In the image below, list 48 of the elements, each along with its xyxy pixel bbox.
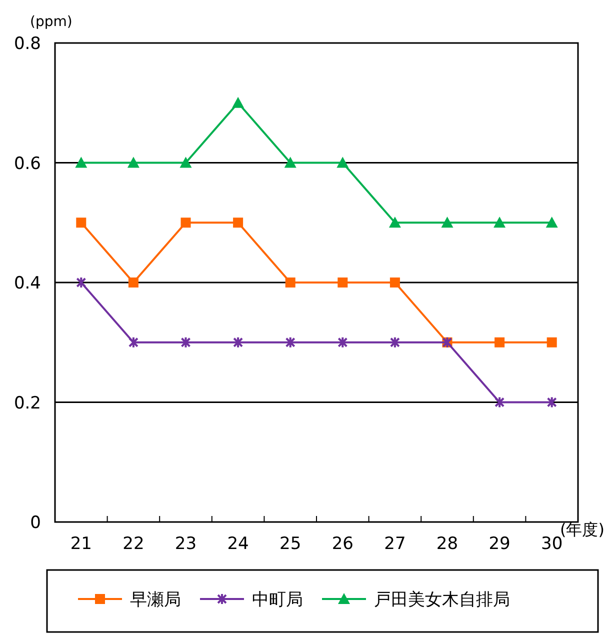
legend-label: 中町局 <box>252 590 303 610</box>
point <box>441 216 454 228</box>
point <box>76 276 86 288</box>
y-tick-label: 0.8 <box>14 34 41 54</box>
x-tick-label: 23 <box>174 534 197 554</box>
point <box>180 218 191 228</box>
x-tick-label: 28 <box>436 534 458 554</box>
point <box>338 278 348 288</box>
x-tick-label: 27 <box>384 534 406 554</box>
legend-label: 戸田美女木自排局 <box>374 590 510 610</box>
point <box>128 336 138 348</box>
point <box>388 216 401 228</box>
point <box>180 336 191 348</box>
y-tick-label: 0 <box>30 513 41 533</box>
point <box>233 218 244 228</box>
point <box>494 216 506 228</box>
point <box>390 278 400 288</box>
y-tick-label: 0.6 <box>14 154 41 174</box>
x-tick-label: 29 <box>488 534 510 554</box>
y-tick-label: 0.4 <box>14 274 41 294</box>
x-tick-label: 22 <box>122 534 144 554</box>
x-axis-title: (年度) <box>560 520 604 539</box>
x-tick-label: 26 <box>332 534 354 554</box>
point <box>390 336 400 348</box>
point <box>128 278 138 288</box>
point <box>76 218 86 228</box>
point <box>494 396 505 408</box>
x-tick-label: 30 <box>541 534 563 554</box>
point <box>546 396 557 408</box>
point <box>180 156 192 168</box>
point <box>75 156 88 168</box>
point <box>285 336 296 348</box>
y-axis-title: (ppm) <box>30 14 72 30</box>
point <box>232 96 244 108</box>
x-tick-label: 24 <box>227 534 249 554</box>
x-tick-label: 21 <box>70 534 92 554</box>
x-tick-label: 25 <box>280 534 302 554</box>
point <box>233 336 244 348</box>
point <box>338 336 348 348</box>
point <box>546 216 558 228</box>
point <box>494 337 505 348</box>
point <box>127 156 140 168</box>
point <box>546 337 557 348</box>
point <box>336 156 349 168</box>
legend-label: 早瀬局 <box>130 590 181 610</box>
y-tick-label: 0.2 <box>14 393 41 414</box>
point <box>285 278 296 288</box>
point <box>284 156 296 168</box>
